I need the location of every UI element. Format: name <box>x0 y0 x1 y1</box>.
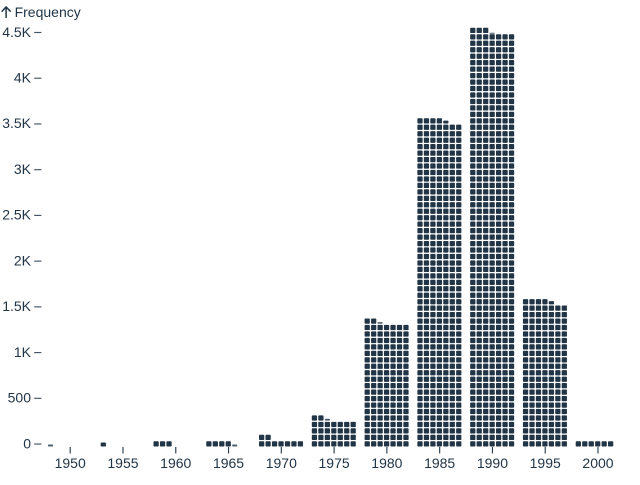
svg-text:1.5K: 1.5K <box>2 298 31 314</box>
svg-text:1985: 1985 <box>424 455 455 471</box>
svg-text:1K: 1K <box>14 344 32 360</box>
svg-text:1955: 1955 <box>107 455 138 471</box>
svg-text:3K: 3K <box>14 161 32 177</box>
svg-text:1965: 1965 <box>213 455 244 471</box>
svg-text:1970: 1970 <box>266 455 297 471</box>
svg-text:1980: 1980 <box>371 455 402 471</box>
svg-text:3.5K: 3.5K <box>2 115 31 131</box>
svg-text:4.5K: 4.5K <box>2 24 31 40</box>
svg-text:Frequency: Frequency <box>15 4 81 20</box>
svg-text:2K: 2K <box>14 252 32 268</box>
svg-text:4K: 4K <box>14 70 32 86</box>
svg-text:1975: 1975 <box>319 455 350 471</box>
svg-text:1995: 1995 <box>530 455 561 471</box>
svg-text:1960: 1960 <box>160 455 191 471</box>
svg-text:1990: 1990 <box>477 455 508 471</box>
svg-text:500: 500 <box>8 390 32 406</box>
svg-text:2000: 2000 <box>582 455 613 471</box>
svg-text:0: 0 <box>23 435 31 451</box>
svg-text:2.5K: 2.5K <box>2 207 31 223</box>
svg-text:1950: 1950 <box>55 455 86 471</box>
